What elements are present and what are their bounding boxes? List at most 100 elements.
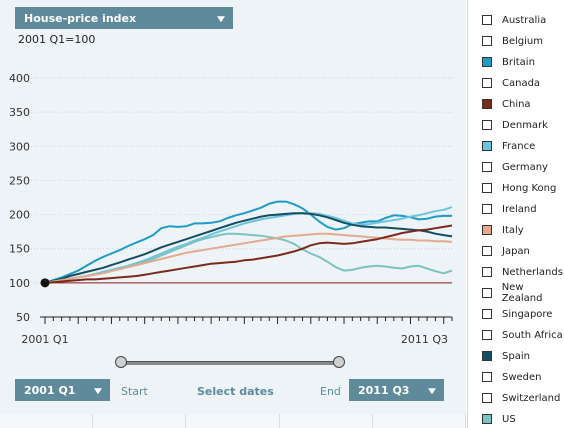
series-line-us [44, 232, 453, 284]
start-date-dropdown[interactable]: 2001 Q1 [15, 379, 110, 401]
end-date-dropdown[interactable]: 2011 Q3 [349, 379, 444, 401]
start-label: Start [121, 385, 148, 398]
legend-item-germany[interactable]: Germany [482, 160, 548, 174]
checkbox[interactable] [482, 57, 492, 67]
legend-label: Italy [502, 224, 524, 236]
legend-item-ireland[interactable]: Ireland [482, 202, 537, 216]
legend-label: Spain [502, 350, 530, 362]
bottom-tab[interactable] [0, 414, 94, 428]
checkbox[interactable] [482, 78, 492, 88]
legend-item-denmark[interactable]: Denmark [482, 118, 548, 132]
legend-label: Canada [502, 77, 541, 89]
slider-end-handle[interactable] [333, 356, 345, 368]
y-tick-label: 300 [9, 140, 30, 153]
checkbox[interactable] [482, 15, 492, 25]
checkbox[interactable] [482, 99, 492, 109]
checkbox[interactable] [482, 120, 492, 130]
select-dates-label: Select dates [197, 385, 274, 398]
checkbox[interactable] [482, 288, 492, 298]
series-line-china [44, 224, 453, 284]
checkbox[interactable] [482, 36, 492, 46]
series-line-spain [44, 212, 453, 284]
legend-item-hong-kong[interactable]: Hong Kong [482, 181, 556, 195]
slider-start-handle[interactable] [115, 356, 127, 368]
legend-label: Japan [502, 245, 530, 257]
legend-label: Denmark [502, 119, 548, 131]
y-tick-label: 150 [9, 243, 30, 256]
checkbox[interactable] [482, 267, 492, 277]
legend-item-spain[interactable]: Spain [482, 349, 530, 363]
legend-item-singapore[interactable]: Singapore [482, 307, 552, 321]
checkbox[interactable] [482, 372, 492, 382]
bottom-tab[interactable] [279, 414, 373, 428]
start-point-marker [40, 278, 50, 288]
legend-label: Hong Kong [502, 182, 557, 194]
legend-item-sweden[interactable]: Sweden [482, 370, 542, 384]
legend-label: Belgium [502, 35, 543, 47]
x-start-label: 2001 Q1 [21, 333, 68, 346]
indicator-dropdown[interactable]: House-price index [15, 7, 233, 29]
bottom-tab[interactable] [93, 414, 187, 428]
legend-label: Germany [502, 161, 548, 173]
country-legend: Australia Belgium Britain Canada China Denmar… [467, 0, 564, 428]
legend-item-japan[interactable]: Japan [482, 244, 530, 258]
y-tick-label: 250 [9, 174, 30, 187]
series-line-italy [44, 232, 453, 284]
legend-item-netherlands[interactable]: Netherlands [482, 265, 563, 279]
bottom-tab-strip [0, 414, 467, 428]
legend-item-china[interactable]: China [482, 97, 531, 111]
legend-label: South Africa [502, 329, 563, 341]
indicator-dropdown-label: House-price index [24, 11, 137, 25]
legend-label: Switzerland [502, 392, 561, 404]
legend-label: France [502, 140, 536, 152]
y-tick-label: 400 [9, 72, 30, 85]
bottom-tab[interactable] [186, 414, 280, 428]
legend-label: US [502, 413, 516, 425]
end-label: End [320, 385, 341, 398]
x-end-label: 2011 Q3 [401, 333, 448, 346]
chevron-down-icon [428, 388, 436, 395]
checkbox[interactable] [482, 351, 492, 361]
checkbox[interactable] [482, 162, 492, 172]
legend-item-australia[interactable]: Australia [482, 13, 546, 27]
legend-item-canada[interactable]: Canada [482, 76, 540, 90]
checkbox[interactable] [482, 141, 492, 151]
legend-label: Singapore [502, 308, 553, 320]
legend-label: Australia [502, 14, 547, 26]
date-range-slider-track[interactable] [120, 361, 340, 365]
y-tick-label: 350 [9, 106, 30, 119]
legend-label: Ireland [502, 203, 537, 215]
checkbox[interactable] [482, 309, 492, 319]
legend-label: New Zealand [501, 282, 543, 304]
legend-item-switzerland[interactable]: Switzerland [482, 391, 560, 405]
bottom-tab[interactable] [372, 414, 467, 428]
chart-panel: House-price index 2001 Q1=100 50 100 150 20… [0, 0, 467, 428]
checkbox[interactable] [482, 225, 492, 235]
baseline-label: 2001 Q1=100 [18, 33, 96, 46]
checkbox[interactable] [482, 246, 492, 256]
end-date-value: 2011 Q3 [358, 383, 410, 397]
legend-item-south-africa[interactable]: South Africa [482, 328, 563, 342]
legend-label: Netherlands [502, 266, 563, 278]
y-tick-label: 100 [9, 277, 30, 290]
series-line-britain [44, 200, 452, 284]
checkbox[interactable] [482, 414, 492, 424]
legend-item-france[interactable]: France [482, 139, 535, 153]
legend-item-us[interactable]: US [482, 412, 516, 426]
checkbox[interactable] [482, 330, 492, 340]
chevron-down-icon [94, 388, 102, 395]
legend-item-italy[interactable]: Italy [482, 223, 524, 237]
legend-item-new-zealand[interactable]: New Zealand [482, 282, 564, 304]
legend-label: Britain [502, 56, 535, 68]
legend-label: Sweden [502, 371, 542, 383]
checkbox[interactable] [482, 183, 492, 193]
legend-item-belgium[interactable]: Belgium [482, 34, 543, 48]
checkbox[interactable] [482, 204, 492, 214]
chevron-down-icon [217, 16, 225, 23]
legend-item-britain[interactable]: Britain [482, 55, 535, 69]
y-tick-label: 200 [9, 209, 30, 222]
y-tick-label: 50 [16, 311, 30, 324]
line-chart: 50 100 150 200 250 300 350 400 2001 Q1 2011 Q3 [9, 72, 453, 346]
start-date-value: 2001 Q1 [24, 383, 76, 397]
checkbox[interactable] [482, 393, 492, 403]
